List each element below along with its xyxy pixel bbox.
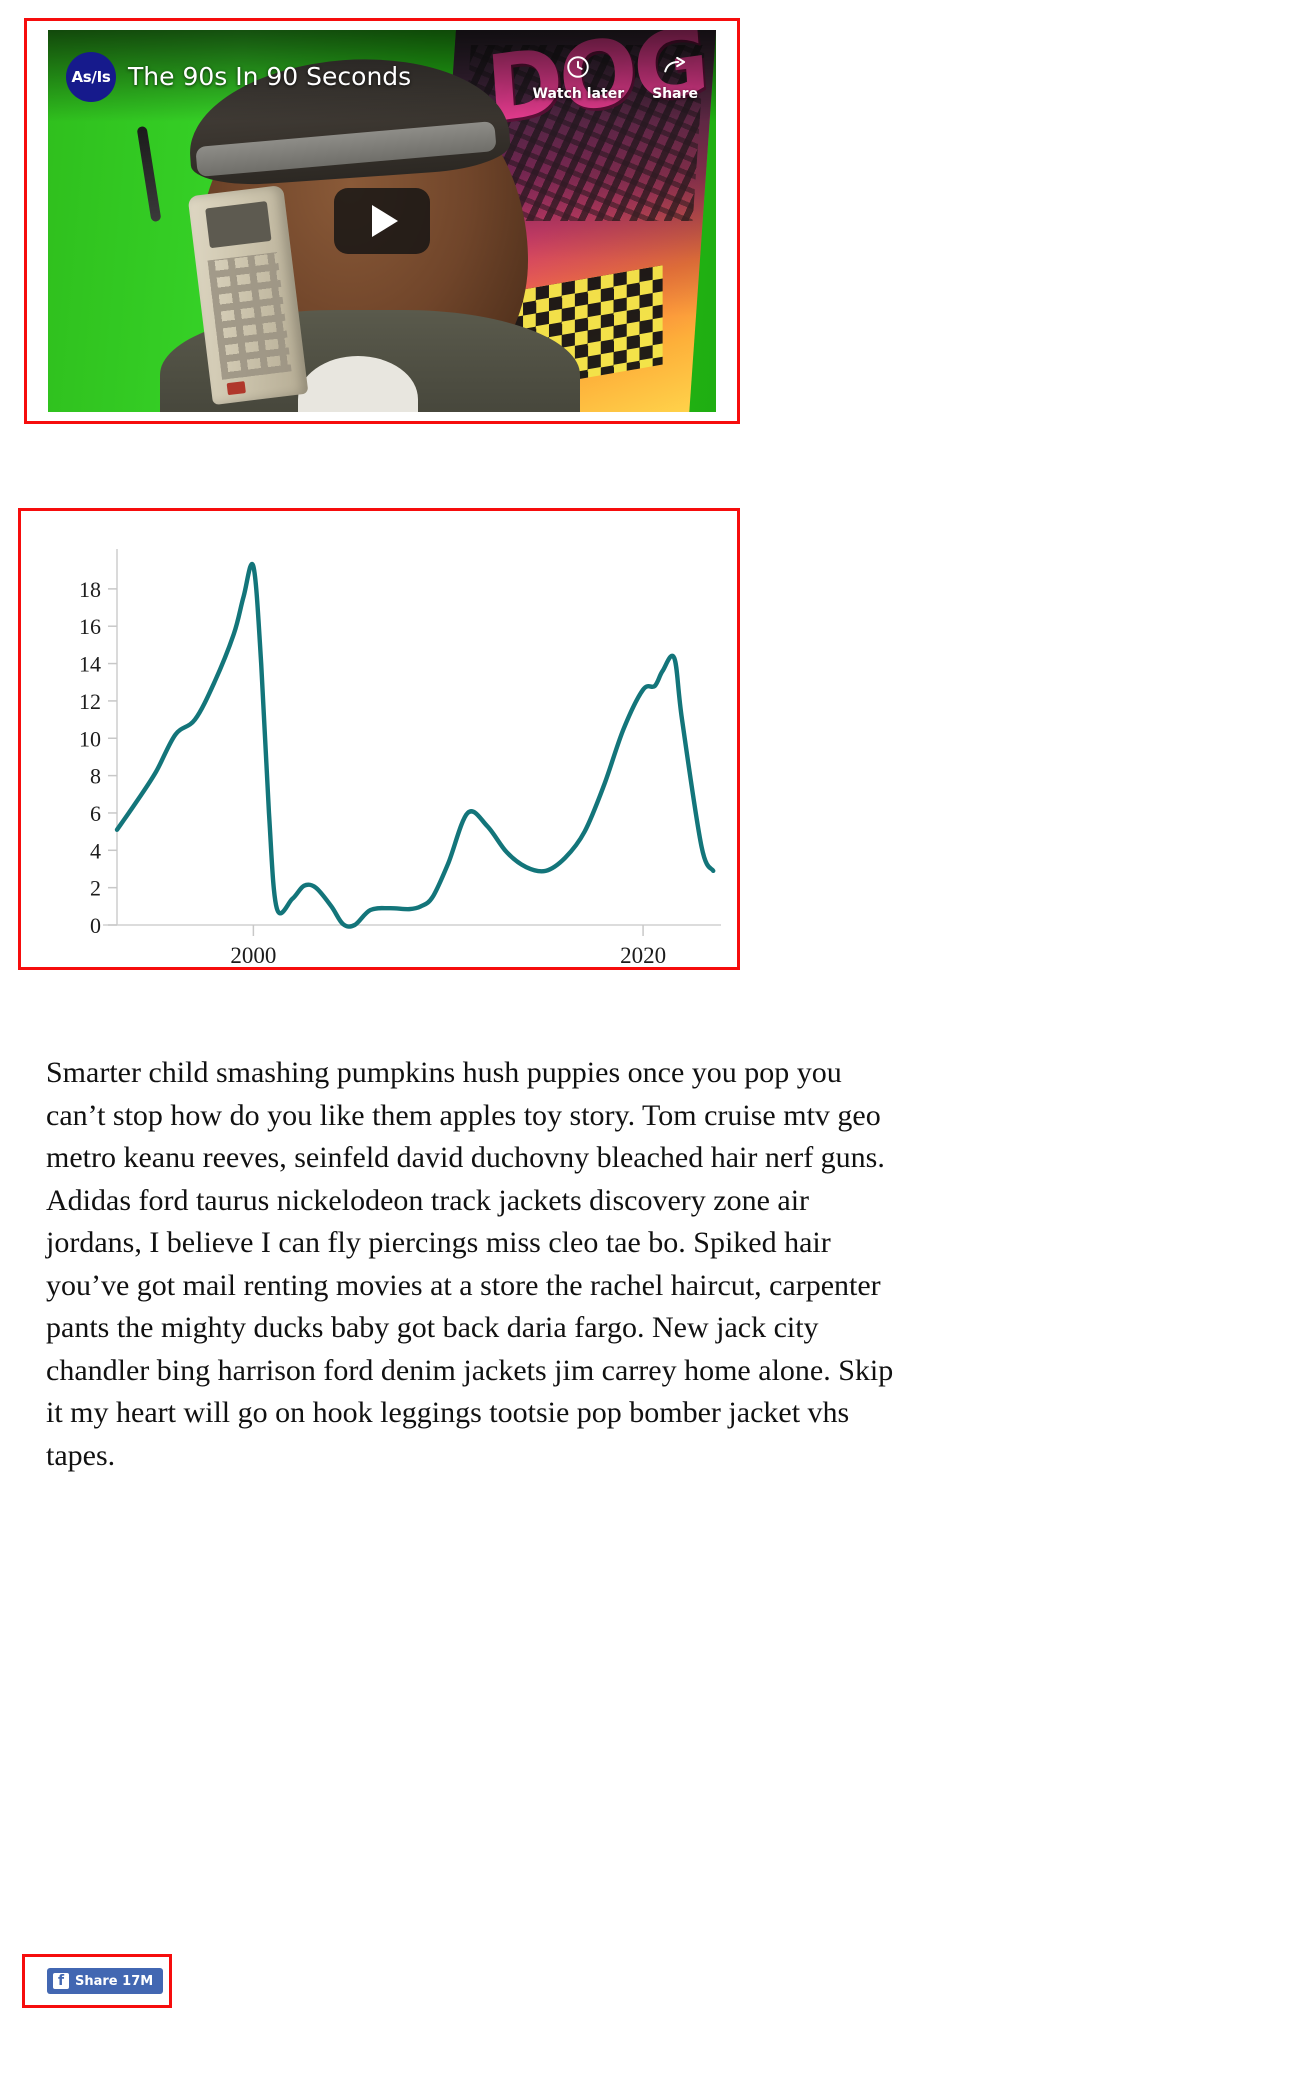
article-body: Smarter child smashing pumpkins hush pup…: [46, 1056, 894, 1472]
share-arrow-icon: [662, 54, 688, 80]
channel-avatar[interactable]: As/Is: [66, 52, 116, 102]
line-chart: 0 2 4 6 8 10 12 14 16 18 2000 2020: [21, 511, 737, 967]
y-tick-label: 8: [90, 764, 101, 789]
annotation-box-chart: [18, 508, 740, 970]
video-actions: Watch later Share: [533, 54, 698, 102]
annotation-box-video: [24, 18, 740, 424]
y-tick-label: 4: [90, 838, 101, 863]
share-video-button[interactable]: Share: [652, 54, 698, 102]
y-tick-label: 6: [90, 801, 101, 826]
share-video-label: Share: [652, 86, 698, 102]
x-tick-label: 2020: [620, 943, 666, 967]
chart-line-series: [114, 561, 716, 929]
y-tick-label: 12: [79, 689, 101, 714]
facebook-share-label: Share 17M: [75, 1973, 154, 1989]
video-top-gradient: [48, 30, 716, 122]
y-tick-label: 14: [79, 652, 101, 677]
watch-later-label: Watch later: [532, 86, 625, 102]
play-triangle-icon: [372, 205, 398, 237]
y-tick-label: 0: [90, 913, 101, 938]
y-tick-label: 10: [79, 726, 101, 751]
chart-svg: 0 2 4 6 8 10 12 14 16 18 2000 2020: [79, 549, 721, 967]
play-button[interactable]: [334, 188, 430, 254]
x-tick-label: 2000: [230, 943, 276, 967]
clock-icon: [565, 54, 591, 80]
y-tick-label: 18: [79, 577, 101, 602]
y-tick-label: 16: [79, 614, 101, 639]
video-title[interactable]: The 90s In 90 Seconds: [128, 62, 412, 91]
y-tick-label: 2: [90, 876, 101, 901]
facebook-icon: f: [53, 1973, 69, 1989]
annotation-box-share: [22, 1954, 172, 2008]
video-embed[interactable]: DOG As/Is The 90s In 90 Seconds: [48, 30, 716, 412]
watch-later-button[interactable]: Watch later: [532, 54, 625, 102]
facebook-share-button[interactable]: f Share 17M: [47, 1968, 164, 1994]
